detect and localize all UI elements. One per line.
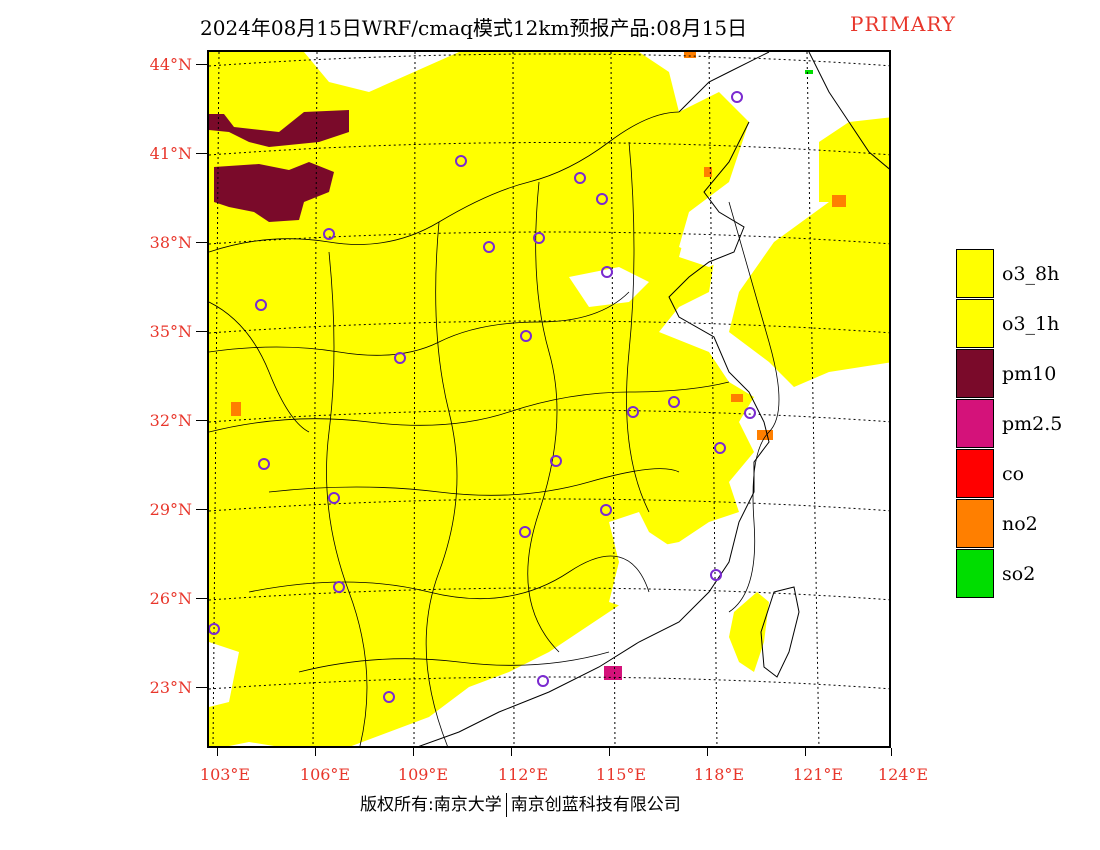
legend-label: pm10 xyxy=(1002,363,1057,385)
credit-left: 版权所有:南京大学 xyxy=(360,795,502,815)
lon-label: 124°E xyxy=(877,765,929,784)
lon-tick xyxy=(413,748,414,756)
lon-label: 112°E xyxy=(497,765,549,784)
lat-tick xyxy=(196,509,207,510)
lat-label: 29°N xyxy=(149,500,192,519)
lon-tick xyxy=(315,748,316,756)
lon-label: 106°E xyxy=(299,765,351,784)
lat-tick xyxy=(196,153,207,154)
lon-tick xyxy=(511,748,512,756)
lat-label: 41°N xyxy=(149,144,192,163)
lon-tick xyxy=(217,748,218,756)
lat-tick xyxy=(196,64,207,65)
lat-label: 26°N xyxy=(149,589,192,608)
lat-label: 38°N xyxy=(149,233,192,252)
no2-spot xyxy=(757,430,773,440)
lon-tick xyxy=(805,748,806,756)
lon-label: 109°E xyxy=(397,765,449,784)
no2-spot xyxy=(684,52,696,58)
map-svg xyxy=(209,52,889,746)
credit-separator xyxy=(505,793,507,817)
pm10-patch xyxy=(209,110,349,147)
o3-region xyxy=(209,52,754,746)
lat-tick xyxy=(196,331,207,332)
credit-line: 版权所有:南京大学 南京创蓝科技有限公司 xyxy=(360,790,681,817)
clean-patch xyxy=(209,642,239,707)
lat-tick xyxy=(196,598,207,599)
taiwan-outline xyxy=(760,586,800,678)
lat-label: 23°N xyxy=(149,678,192,697)
lon-tick xyxy=(891,748,892,756)
o3-region-taiwan xyxy=(729,592,769,672)
credit-right: 南京创蓝科技有限公司 xyxy=(510,795,681,815)
lon-label: 121°E xyxy=(792,765,844,784)
legend-swatch xyxy=(956,449,994,498)
legend-swatch xyxy=(956,399,994,448)
o3-region-ne xyxy=(819,117,889,202)
no2-spot xyxy=(231,402,241,416)
lat-label: 32°N xyxy=(149,411,192,430)
lat-tick xyxy=(196,687,207,688)
korea-outline xyxy=(808,52,889,170)
graticule xyxy=(209,52,889,746)
legend-swatch xyxy=(956,549,994,598)
legend-swatch xyxy=(956,349,994,398)
station-markers xyxy=(209,91,756,703)
legend-label: pm2.5 xyxy=(1002,413,1063,435)
pm25-spot xyxy=(604,666,622,680)
lon-tick xyxy=(707,748,708,756)
no2-spot xyxy=(832,195,846,207)
lon-tick xyxy=(609,748,610,756)
lon-label: 115°E xyxy=(595,765,647,784)
clean-patch xyxy=(609,512,679,612)
legend-swatch xyxy=(956,249,994,298)
legend-label: o3_8h xyxy=(1002,263,1060,285)
legend-swatch xyxy=(956,299,994,348)
legend-label: o3_1h xyxy=(1002,313,1060,335)
no2-spot xyxy=(731,394,743,402)
clean-patch xyxy=(569,267,649,307)
lon-label: 118°E xyxy=(693,765,745,784)
legend-label: so2 xyxy=(1002,563,1036,585)
map-panel xyxy=(207,50,891,748)
legend-label: no2 xyxy=(1002,513,1038,535)
clean-patch xyxy=(679,220,739,267)
lat-label: 35°N xyxy=(149,322,192,341)
lat-tick xyxy=(196,242,207,243)
title-main: 2024年08月15日WRF/cmaq模式12km预报产品:08月15日 xyxy=(200,16,748,40)
pm10-patch xyxy=(214,162,334,222)
coastline xyxy=(418,52,770,746)
province-boundaries xyxy=(209,111,780,746)
lon-label: 103°E xyxy=(199,765,251,784)
so2-spot xyxy=(805,70,813,74)
lat-label: 44°N xyxy=(149,55,192,74)
legend-label: co xyxy=(1002,463,1025,485)
lat-tick xyxy=(196,420,207,421)
legend-swatch xyxy=(956,499,994,548)
title-tag: PRIMARY xyxy=(850,12,956,36)
no2-spot xyxy=(704,167,712,177)
